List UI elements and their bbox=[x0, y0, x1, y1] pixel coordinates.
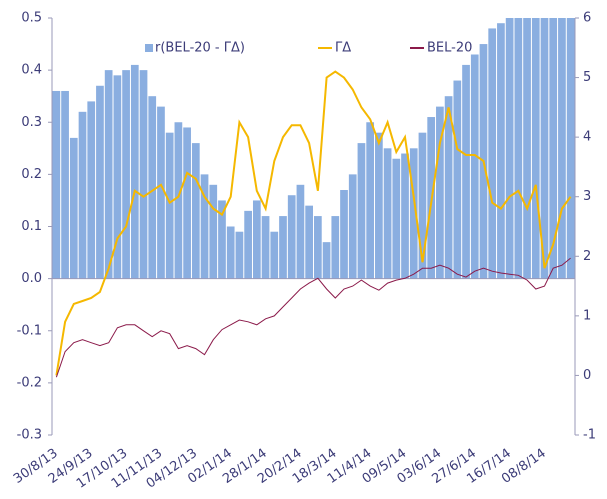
bar bbox=[261, 216, 270, 279]
bar bbox=[279, 216, 287, 279]
bar bbox=[157, 106, 165, 279]
bar bbox=[226, 226, 235, 279]
bar bbox=[453, 80, 462, 279]
y2-tick-label: 2 bbox=[583, 249, 591, 264]
bar bbox=[462, 64, 470, 279]
bar bbox=[540, 18, 549, 279]
bar bbox=[104, 70, 113, 279]
bar bbox=[174, 122, 183, 279]
bar bbox=[558, 18, 566, 279]
y-tick-label: 0.2 bbox=[21, 167, 42, 182]
bar bbox=[436, 106, 444, 279]
bar bbox=[218, 200, 226, 279]
bar bbox=[165, 132, 174, 279]
y-tick-label: -0.1 bbox=[17, 323, 42, 338]
line bbox=[55, 70, 572, 376]
bar bbox=[69, 137, 78, 279]
y2-tick-label: 5 bbox=[583, 70, 591, 85]
y2-tick-label: 6 bbox=[583, 11, 591, 26]
bar bbox=[375, 132, 383, 279]
bar bbox=[531, 18, 540, 279]
bar bbox=[252, 200, 261, 279]
y2-tick-label: 0 bbox=[583, 368, 591, 383]
y-tick-label: 0.5 bbox=[21, 11, 42, 26]
bar bbox=[418, 132, 427, 279]
bar bbox=[340, 190, 348, 279]
bar bbox=[122, 70, 130, 279]
legend-swatch bbox=[145, 44, 153, 52]
bar bbox=[514, 18, 523, 279]
bar bbox=[87, 101, 96, 279]
bar bbox=[270, 231, 279, 279]
bar bbox=[200, 174, 209, 279]
bar bbox=[96, 85, 104, 279]
bar bbox=[130, 64, 139, 279]
legend-label: r(BEL-20 - ΓΔ) bbox=[155, 41, 245, 56]
bar bbox=[61, 90, 69, 279]
bar bbox=[314, 216, 322, 279]
bar bbox=[505, 18, 514, 279]
bar bbox=[287, 195, 296, 279]
y2-tick-label: -1 bbox=[583, 428, 596, 443]
bar bbox=[331, 216, 340, 279]
bar bbox=[113, 75, 122, 279]
bar bbox=[444, 96, 453, 279]
y-tick-label: 0.0 bbox=[21, 271, 42, 286]
line bbox=[55, 257, 571, 378]
bar bbox=[366, 122, 375, 279]
bar bbox=[209, 184, 218, 279]
bar bbox=[183, 127, 191, 279]
y-tick-label: -0.2 bbox=[17, 375, 42, 390]
y2-tick-label: 3 bbox=[583, 189, 591, 204]
bar bbox=[191, 143, 200, 279]
bar bbox=[549, 18, 558, 279]
legend-label: BEL-20 bbox=[427, 41, 472, 56]
bar bbox=[322, 242, 331, 279]
bar bbox=[357, 143, 366, 279]
bar bbox=[470, 54, 479, 279]
y2-tick-label: 1 bbox=[583, 308, 591, 323]
bar bbox=[383, 148, 392, 279]
bar bbox=[566, 18, 575, 279]
bar bbox=[78, 111, 87, 279]
y-tick-label: 0.1 bbox=[21, 219, 42, 234]
bar bbox=[139, 70, 148, 279]
y2-tick-label: 4 bbox=[583, 130, 591, 145]
y-tick-label: -0.3 bbox=[17, 428, 42, 443]
bar bbox=[401, 153, 409, 279]
bar bbox=[244, 210, 252, 279]
bar bbox=[488, 28, 497, 279]
bar bbox=[348, 174, 357, 279]
bar bbox=[523, 18, 531, 279]
bar bbox=[305, 205, 313, 279]
bar bbox=[296, 184, 305, 279]
legend-label: ΓΔ bbox=[335, 41, 351, 56]
y-tick-label: 0.4 bbox=[21, 63, 42, 78]
bar bbox=[497, 23, 505, 279]
bar bbox=[392, 158, 401, 279]
bar bbox=[52, 90, 61, 279]
bar bbox=[148, 96, 157, 279]
bar bbox=[235, 231, 244, 279]
bar bbox=[409, 148, 418, 279]
y-tick-label: 0.3 bbox=[21, 115, 42, 130]
